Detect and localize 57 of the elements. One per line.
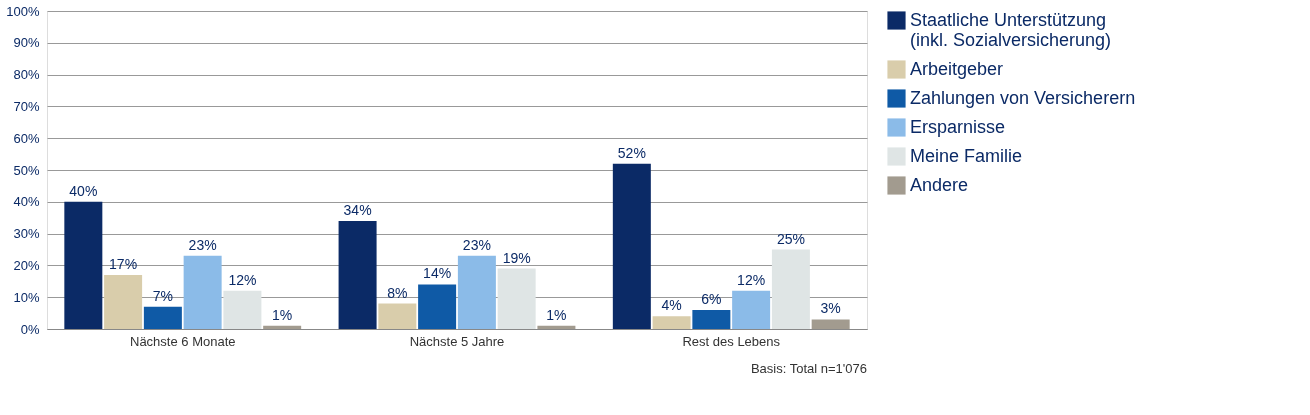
y-tick-label: 40% [13, 194, 40, 210]
x-tick-label: Rest des Lebens [682, 333, 781, 349]
data-label: 3% [820, 300, 841, 317]
bar [537, 325, 576, 329]
legend-label: Ersparnisse [910, 116, 1006, 137]
bar [378, 303, 417, 329]
bar [457, 255, 496, 329]
y-tick-label: 100% [6, 3, 40, 19]
data-label: 8% [387, 284, 408, 301]
data-label: 1% [546, 306, 567, 323]
y-tick-label: 0% [20, 321, 40, 337]
data-label: 25% [776, 230, 805, 247]
legend-label: Arbeitgeber [910, 58, 1004, 79]
bar [263, 325, 302, 329]
data-label: 7% [152, 287, 173, 304]
data-label: 40% [69, 182, 98, 199]
bar [143, 306, 182, 329]
bar [811, 319, 850, 329]
bar [183, 255, 222, 329]
bar [732, 290, 771, 329]
x-tick-label: Nächste 5 Jahre [409, 333, 505, 349]
bar [338, 220, 377, 329]
data-label: 19% [502, 249, 531, 266]
data-label: 23% [462, 236, 491, 253]
data-label: 1% [272, 306, 293, 323]
y-tick-label: 60% [13, 130, 40, 146]
legend-label: Andere [910, 174, 969, 195]
data-label: 12% [228, 271, 257, 288]
y-tick-label: 30% [13, 226, 40, 242]
legend-label: Meine Familie [910, 145, 1023, 166]
bar [771, 249, 810, 329]
x-tick-label: Nächste 6 Monate [129, 333, 236, 349]
y-tick-label: 80% [13, 67, 40, 83]
bar [497, 268, 536, 329]
text: Basis: Total n=1'076 [750, 361, 867, 376]
y-tick-label: 20% [13, 257, 40, 273]
y-tick-label: 50% [13, 162, 40, 178]
bar [223, 290, 262, 329]
data-label: 52% [617, 144, 646, 161]
legend-label: Zahlungen von Versicherern [910, 87, 1136, 108]
data-label: 34% [343, 201, 372, 218]
y-tick-label: 70% [13, 98, 40, 114]
data-label: 4% [661, 297, 682, 314]
data-label: 14% [423, 265, 452, 282]
bar [104, 274, 143, 329]
data-label: 12% [737, 271, 766, 288]
bar [612, 163, 651, 329]
y-tick-label: 90% [13, 35, 40, 51]
data-label: 6% [701, 290, 722, 307]
bar [418, 284, 457, 329]
bar [64, 201, 103, 329]
bar [652, 316, 691, 329]
y-tick-label: 10% [13, 289, 40, 305]
legend-label: Staatliche Unterstützung (inkl. Sozialversicherung) [910, 9, 1112, 50]
bar [692, 309, 731, 329]
data-label: 17% [109, 255, 138, 272]
data-label: 23% [188, 236, 217, 253]
